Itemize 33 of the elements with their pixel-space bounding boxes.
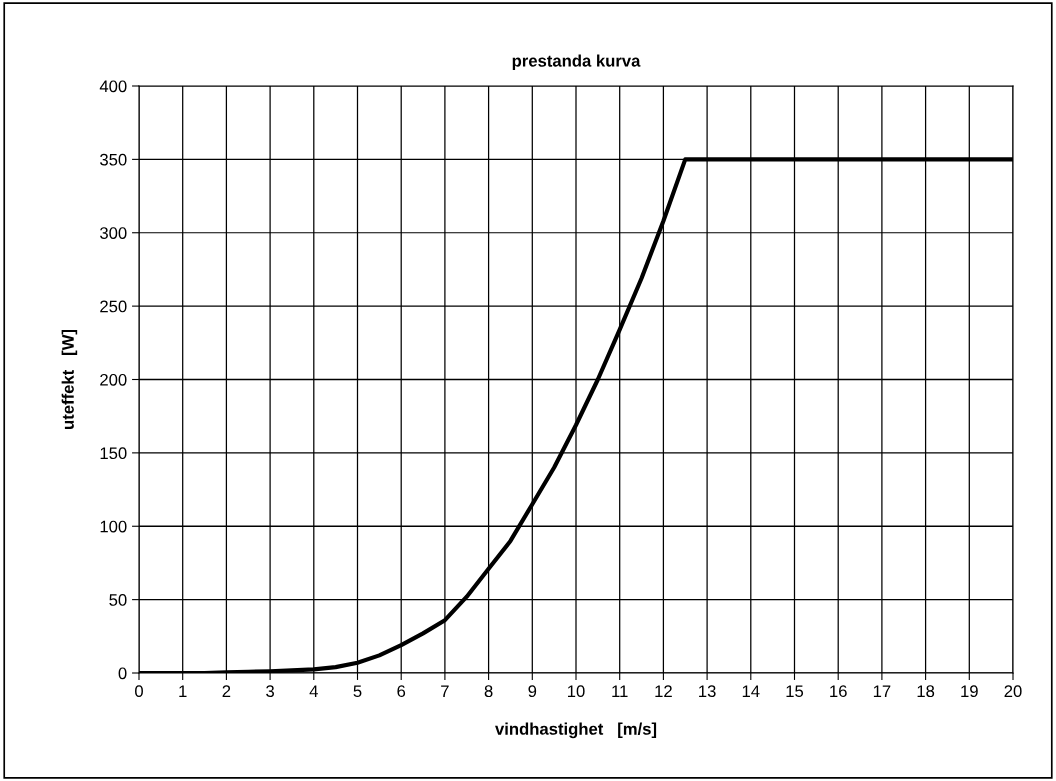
y-tick-label: 300: [100, 227, 127, 239]
x-tick-label: 4: [309, 685, 318, 697]
chart-title: prestanda kurva: [512, 54, 641, 71]
x-tick-label: 17: [873, 685, 891, 697]
x-tick-label: 0: [135, 685, 143, 698]
y-tick-label: 400: [99, 80, 127, 93]
y-tick-label: 50: [109, 594, 127, 606]
x-tick-label: 18: [917, 685, 935, 698]
x-tick-label: 8: [484, 685, 493, 698]
y-tick-label: 200: [100, 373, 127, 386]
x-tick-label: 3: [266, 685, 274, 698]
x-tick-label: 2: [222, 685, 231, 697]
x-tick-label: 14: [742, 685, 760, 697]
x-tick-label: 15: [786, 685, 804, 698]
y-axis-title: uteffekt [W]: [61, 329, 78, 429]
x-tick-label: 16: [830, 685, 847, 698]
x-tick-label: 20: [1004, 685, 1022, 698]
y-tick-label: 0: [118, 667, 127, 680]
x-tick-label: 1: [179, 685, 187, 697]
x-tick-label: 13: [699, 685, 716, 698]
y-tick-label: 250: [100, 300, 127, 313]
y-tick-label: 350: [100, 153, 127, 166]
x-tick-label: 19: [961, 685, 978, 698]
x-tick-label: 5: [353, 685, 362, 698]
y-tick-label: 100: [100, 520, 127, 533]
y-tick-label: 150: [100, 447, 127, 460]
x-tick-label: 9: [528, 685, 537, 698]
x-tick-label: 6: [397, 685, 406, 698]
x-tick-label: 7: [441, 685, 449, 697]
x-tick-label: 10: [568, 685, 585, 698]
x-axis-title: vindhastighet [m/s]: [495, 722, 657, 739]
x-tick-label: 11: [612, 685, 628, 697]
x-tick-label: 12: [655, 685, 672, 697]
